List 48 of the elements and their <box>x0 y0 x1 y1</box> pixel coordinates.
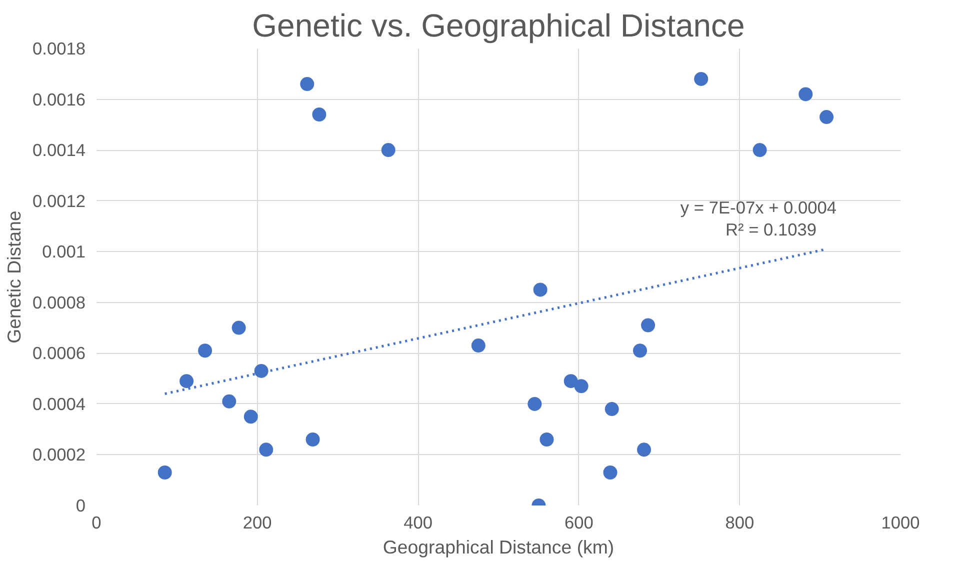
point <box>300 77 314 92</box>
x-tick-label: 1000 <box>881 512 920 532</box>
x-axis-title: Geographical Distance (km) <box>382 536 614 558</box>
y-tick-label: 0.0004 <box>32 394 86 414</box>
point <box>254 364 268 378</box>
point <box>381 143 396 158</box>
point <box>244 410 258 424</box>
y-tick-label: 0.0006 <box>32 343 86 364</box>
point <box>540 432 554 446</box>
y-tick-label: 0.0014 <box>32 140 86 160</box>
point <box>604 402 619 416</box>
x-tick-label: 800 <box>725 512 754 532</box>
y-tick-label: 0 <box>76 496 86 516</box>
point <box>528 396 542 411</box>
point <box>198 344 212 358</box>
point <box>633 344 648 358</box>
point <box>820 110 834 124</box>
point <box>471 338 486 353</box>
x-tick-label: 600 <box>564 512 594 532</box>
point <box>574 379 588 394</box>
point <box>222 394 236 408</box>
point <box>564 374 578 388</box>
y-tick-label: 0.0012 <box>32 190 86 211</box>
x-tick-label: 200 <box>242 512 272 532</box>
annotation: y = 7E-07x + 0.0004 <box>680 198 837 218</box>
point <box>533 282 548 297</box>
point <box>180 374 194 388</box>
y-axis-title: Genetic Distane <box>4 210 24 344</box>
point <box>603 466 618 480</box>
point <box>637 442 652 457</box>
y-tick-label: 0.0016 <box>32 89 86 110</box>
point <box>158 466 172 480</box>
chart-title: Genetic vs. Geographical Distance <box>252 8 745 44</box>
point <box>306 432 320 446</box>
point <box>232 320 246 335</box>
point <box>752 143 767 158</box>
y-tick-label: 0.0008 <box>32 292 86 312</box>
point <box>259 442 274 457</box>
x-tick-label: 400 <box>404 512 433 532</box>
point <box>798 87 813 102</box>
y-tick-label: 0.0018 <box>32 38 86 58</box>
point <box>312 108 326 122</box>
y-tick-label: 0.001 <box>42 242 86 262</box>
point <box>694 72 708 86</box>
y-tick-label: 0.0002 <box>32 444 86 465</box>
x-tick-label: 0 <box>92 512 102 532</box>
annotation: R² = 0.1039 <box>725 220 817 240</box>
point <box>641 318 656 332</box>
